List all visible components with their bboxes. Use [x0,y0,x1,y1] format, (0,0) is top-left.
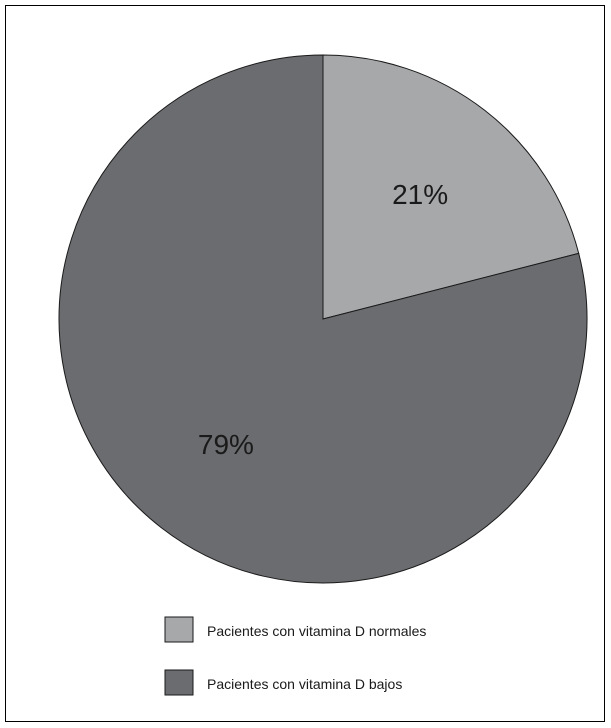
legend-label-bajos: Pacientes con vitamina D bajos [207,676,402,692]
legend-swatch-normales [164,616,194,643]
pie-slice-bajos [58,54,588,584]
legend-item: Pacientes con vitamina D bajos [164,669,402,696]
legend-item: Pacientes con vitamina D normales [164,616,426,643]
data-label-normales: 21% [392,179,448,210]
pie-slices [58,54,588,584]
legend-label-normales: Pacientes con vitamina D normales [207,623,426,639]
legend-swatch-bajos [164,669,194,696]
data-label-bajos: 79% [198,429,254,460]
legend: Pacientes con vitamina D normales Pacien… [164,616,426,696]
pie-slice-normales [322,54,580,320]
data-labels: 21% 79% [198,179,448,460]
